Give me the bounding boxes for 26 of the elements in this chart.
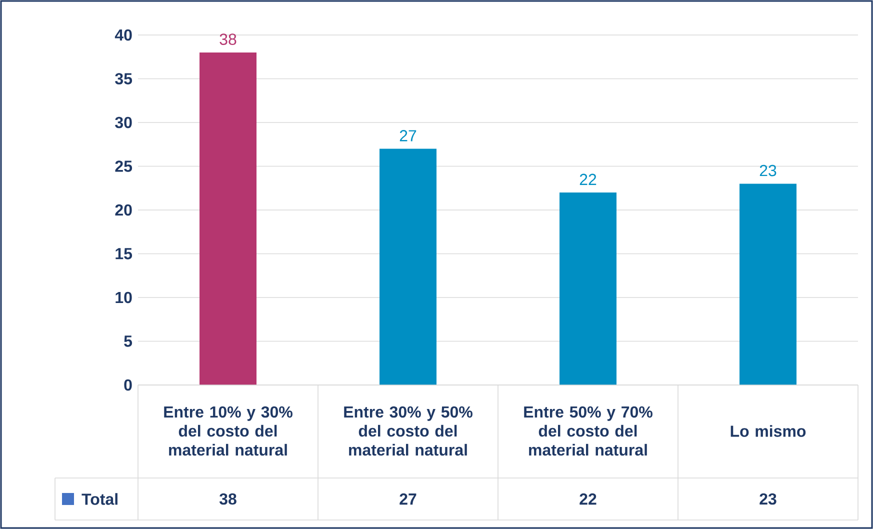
x-tick-label: Lo mismo xyxy=(730,425,806,437)
data-label: 22 xyxy=(580,493,596,505)
bar xyxy=(560,192,616,385)
annotation: 23 xyxy=(760,164,776,176)
y-tick-label: 10 xyxy=(116,292,132,304)
x-tick-label: Entre 30% y 50% del costo del material natural xyxy=(344,406,472,456)
y-tick-label: 35 xyxy=(115,73,132,84)
x-tick-label: Entre 50% y 70% del costo del material natural xyxy=(524,406,652,456)
annotation: 22 xyxy=(580,174,596,185)
y-tick-label: 20 xyxy=(115,204,132,216)
bar xyxy=(739,184,796,385)
y-tick-label: 0 xyxy=(124,379,132,391)
data-label: 23 xyxy=(760,493,776,505)
bar xyxy=(200,52,257,385)
y-tick-label: 40 xyxy=(114,29,132,41)
x-tick-label: Entre 10% y 30% del costo del material natural xyxy=(164,406,292,456)
y-tick-label: 25 xyxy=(115,160,132,172)
annotation: 27 xyxy=(400,130,416,142)
y-tick-label: 15 xyxy=(116,248,132,260)
annotation: 38 xyxy=(220,34,236,45)
data-label: 38 xyxy=(219,493,236,505)
y-tick-label: 30 xyxy=(115,116,132,128)
data-label: 27 xyxy=(400,493,416,505)
text: Total xyxy=(82,493,118,505)
bar xyxy=(380,148,436,385)
y-tick-label: 5 xyxy=(124,336,132,347)
